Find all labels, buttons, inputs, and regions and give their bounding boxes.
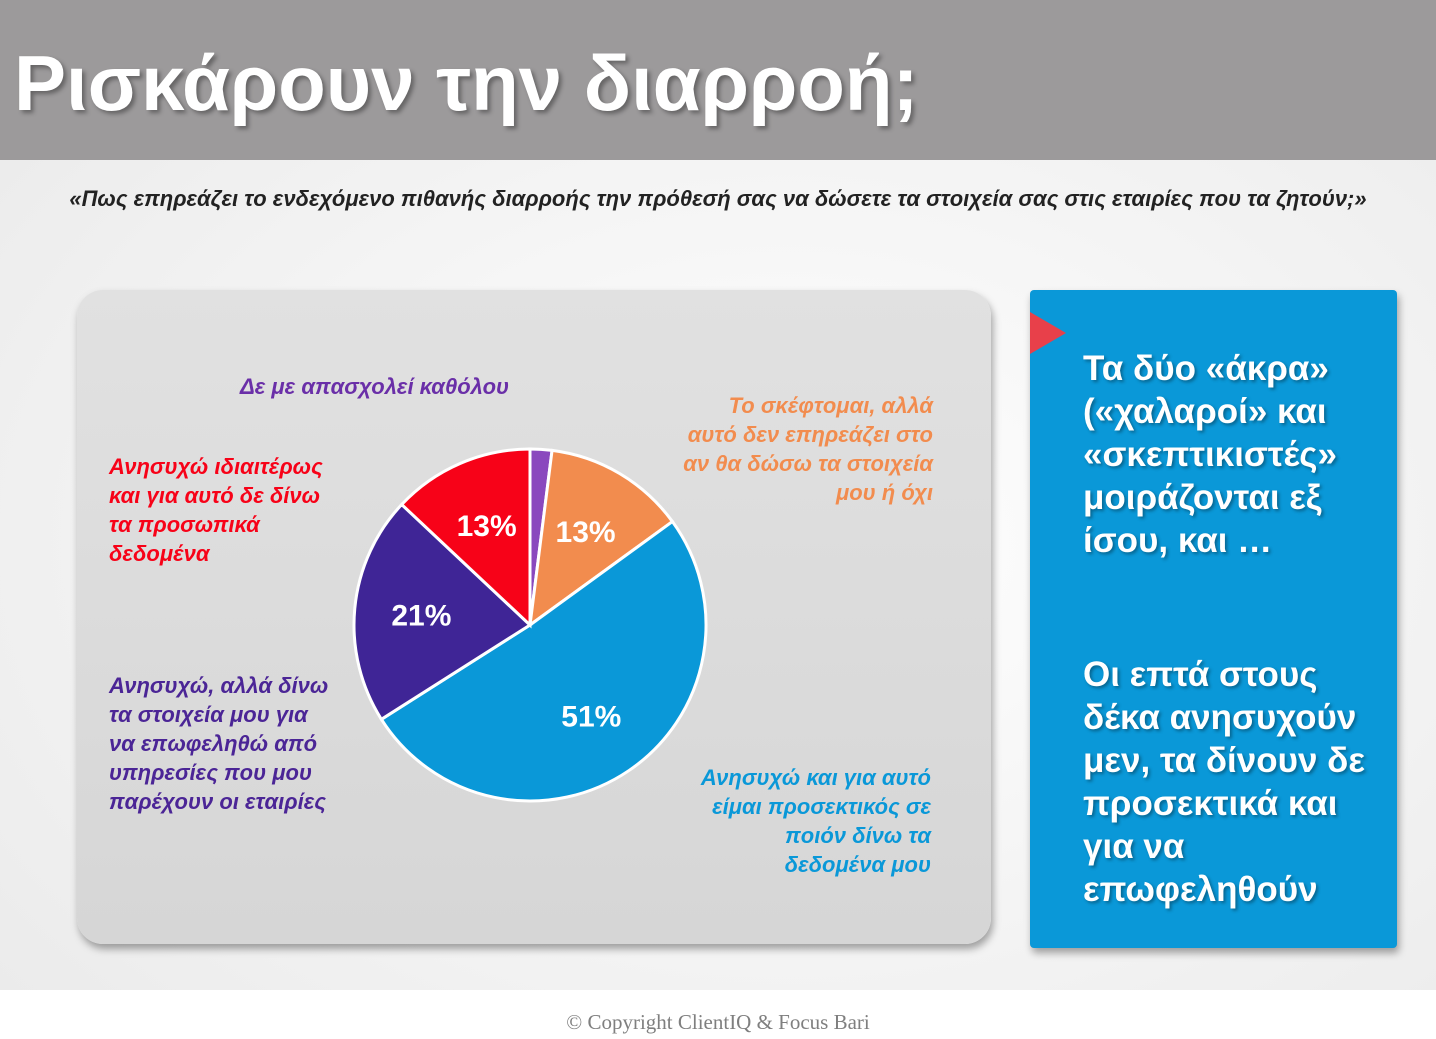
pie-value-label-1: 13% (556, 516, 616, 549)
info-paragraph-1: Τα δύο «άκρα» («χαλαροί» και «σκεπτικιστ… (1083, 349, 1337, 560)
header-bar: Ρισκάρουν την διαρροή; (0, 0, 1436, 160)
copyright-footer: © Copyright ClientIQ & Focus Bari (566, 1010, 870, 1034)
info-panel (1030, 290, 1397, 948)
pointer-arrow-icon (1030, 312, 1066, 354)
pie-slice-2 (379, 519, 708, 803)
survey-question: «Πως επηρεάζει το ενδεχόμενο πιθανής δια… (69, 186, 1367, 211)
pie-value-label-2: 51% (561, 700, 621, 733)
label-think-not-affect: Το σκέφτομαι, αλλά αυτό δεν επηρεάζει στ… (683, 393, 933, 505)
label-not-concerned: Δε με απασχολεί καθόλου (240, 374, 510, 399)
chart-panel: 13% 51% 21% 13% Δε με απασχολεί καθόλου Το … (77, 290, 991, 944)
pie-slice-1 (528, 448, 675, 629)
label-worried-not-give: Ανησυχώ ιδιαιτέρως και για αυτό δε δίνω … (109, 454, 323, 566)
info-paragraph-2: Οι επτά στους δέκα ανησυχούν μεν, τα δίν… (1083, 655, 1366, 909)
pie-value-label-4: 13% (457, 510, 517, 543)
label-worried-careful: Ανησυχώ και για αυτό είμαι προσεκτικός σ… (700, 765, 931, 877)
pie-chart: 13% 51% 21% 13% (352, 447, 708, 803)
pie-slice-4 (399, 447, 532, 629)
page-title: Ρισκάρουν την διαρροή; (14, 39, 919, 127)
label-worried-give: Ανησυχώ, αλλά δίνω τα στοιχεία μου για ν… (109, 673, 329, 814)
pie-slice-3 (352, 502, 533, 722)
pie-value-label-3: 21% (391, 600, 451, 633)
